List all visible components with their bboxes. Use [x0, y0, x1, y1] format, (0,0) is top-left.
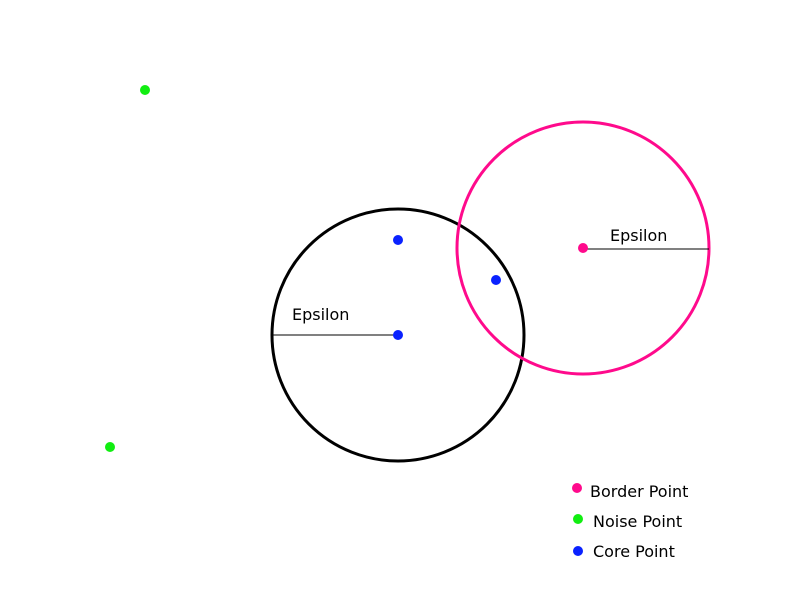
core-point	[491, 275, 501, 285]
core-radius-label: Epsilon	[292, 305, 349, 324]
border-radius-label: Epsilon	[610, 226, 667, 245]
legend-core-label: Core Point	[593, 542, 675, 561]
border-epsilon-circle	[455, 120, 711, 376]
legend-noise-marker	[573, 514, 583, 524]
legend: Border Point Noise Point Core Point	[572, 482, 688, 561]
noise-point	[140, 85, 150, 95]
legend-border-label: Border Point	[590, 482, 688, 501]
core-point	[393, 330, 403, 340]
noise-point	[105, 442, 115, 452]
legend-noise-label: Noise Point	[593, 512, 682, 531]
legend-border-marker	[572, 483, 582, 493]
core-point	[393, 235, 403, 245]
border-point	[578, 243, 588, 253]
legend-core-marker	[573, 546, 583, 556]
